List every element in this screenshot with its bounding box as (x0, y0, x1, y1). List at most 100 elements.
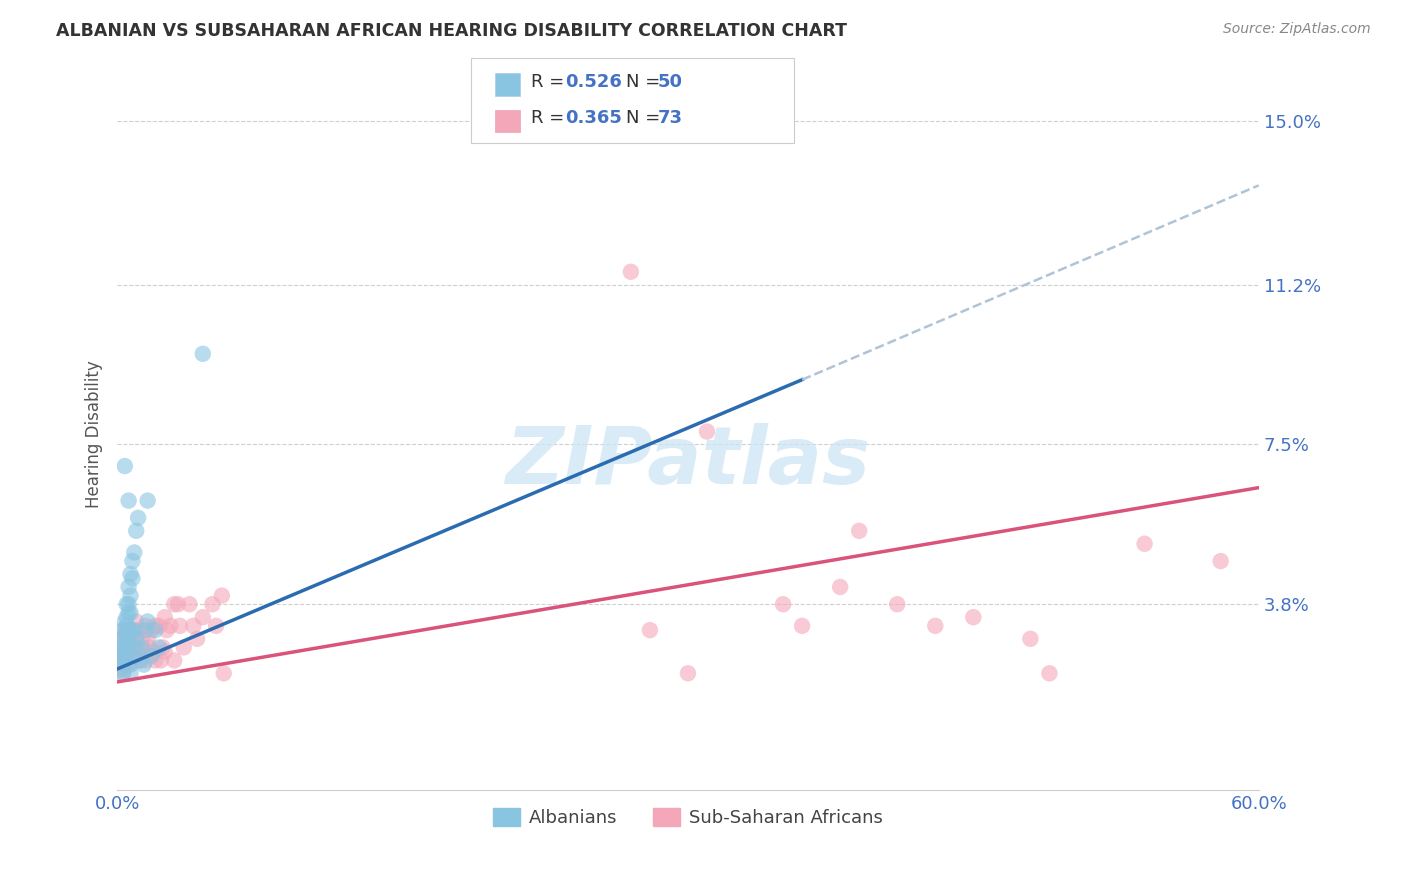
Point (117, 632, 139, 646)
Point (131, 640, 153, 655)
Point (163, 597, 186, 611)
Point (115, 648, 138, 663)
Point (111, 666, 134, 681)
Point (129, 653, 152, 667)
Point (121, 623, 143, 637)
Point (129, 653, 152, 667)
Point (110, 662, 132, 676)
Point (114, 645, 136, 659)
Point (117, 623, 139, 637)
Point (120, 589, 142, 603)
Point (108, 640, 131, 655)
Point (117, 580, 139, 594)
Point (132, 645, 155, 659)
Text: 50: 50 (658, 72, 683, 91)
Point (848, 524, 870, 538)
Point (131, 632, 153, 646)
Point (115, 645, 138, 659)
Point (114, 640, 136, 655)
Point (125, 640, 148, 655)
Point (114, 653, 136, 667)
Point (620, 265, 643, 279)
Point (149, 653, 172, 667)
Point (110, 632, 132, 646)
Point (136, 632, 159, 646)
Text: 0.526: 0.526 (565, 72, 621, 91)
Point (117, 632, 139, 646)
Point (110, 645, 132, 659)
Point (141, 648, 163, 663)
Point (120, 606, 142, 620)
Point (115, 597, 138, 611)
Point (143, 619, 166, 633)
Point (138, 640, 160, 655)
Point (136, 615, 159, 629)
Point (115, 636, 138, 650)
Point (136, 493, 159, 508)
Point (169, 619, 191, 633)
Point (191, 610, 214, 624)
Point (111, 653, 134, 667)
Point (111, 640, 134, 655)
Text: R =: R = (531, 72, 571, 91)
Point (121, 648, 143, 663)
Point (211, 589, 233, 603)
Point (1019, 632, 1042, 646)
Legend: Albanians, Sub-Saharan Africans: Albanians, Sub-Saharan Africans (485, 800, 890, 834)
Point (125, 632, 148, 646)
Point (135, 619, 157, 633)
Point (121, 645, 143, 659)
Point (117, 493, 139, 508)
Point (790, 619, 813, 633)
Point (120, 640, 142, 655)
Point (114, 657, 136, 672)
Point (135, 653, 157, 667)
Point (148, 619, 170, 633)
Point (142, 645, 165, 659)
Text: 73: 73 (658, 109, 683, 127)
Point (1038, 666, 1060, 681)
Point (181, 619, 204, 633)
Point (156, 623, 179, 637)
Point (141, 623, 163, 637)
Point (110, 653, 132, 667)
Point (114, 458, 136, 473)
Point (924, 619, 946, 633)
Point (117, 657, 139, 672)
Point (205, 619, 228, 633)
Point (127, 640, 149, 655)
Point (638, 623, 661, 637)
Point (111, 623, 134, 637)
Point (114, 615, 136, 629)
Point (124, 545, 146, 559)
Point (125, 615, 148, 629)
Point (115, 636, 138, 650)
Y-axis label: Hearing Disability: Hearing Disability (86, 359, 103, 508)
Point (120, 666, 142, 681)
Point (111, 623, 134, 637)
Point (163, 653, 186, 667)
Point (121, 632, 143, 646)
Point (201, 597, 224, 611)
Point (127, 511, 149, 525)
Point (1209, 554, 1232, 568)
Text: ALBANIAN VS SUBSAHARAN AFRICAN HEARING DISABILITY CORRELATION CHART: ALBANIAN VS SUBSAHARAN AFRICAN HEARING D… (56, 22, 848, 40)
Point (124, 623, 146, 637)
Point (772, 597, 794, 611)
Point (191, 347, 214, 361)
Point (696, 425, 718, 439)
Text: 0.365: 0.365 (565, 109, 621, 127)
Text: R =: R = (531, 109, 571, 127)
Point (108, 653, 131, 667)
Point (117, 645, 139, 659)
Point (1133, 537, 1156, 551)
Point (114, 627, 136, 641)
Point (117, 597, 139, 611)
Point (159, 619, 181, 633)
Point (153, 645, 176, 659)
Point (114, 632, 136, 646)
Point (173, 640, 195, 655)
Point (167, 597, 190, 611)
Text: N =: N = (626, 109, 665, 127)
Text: Source: ZipAtlas.com: Source: ZipAtlas.com (1223, 22, 1371, 37)
